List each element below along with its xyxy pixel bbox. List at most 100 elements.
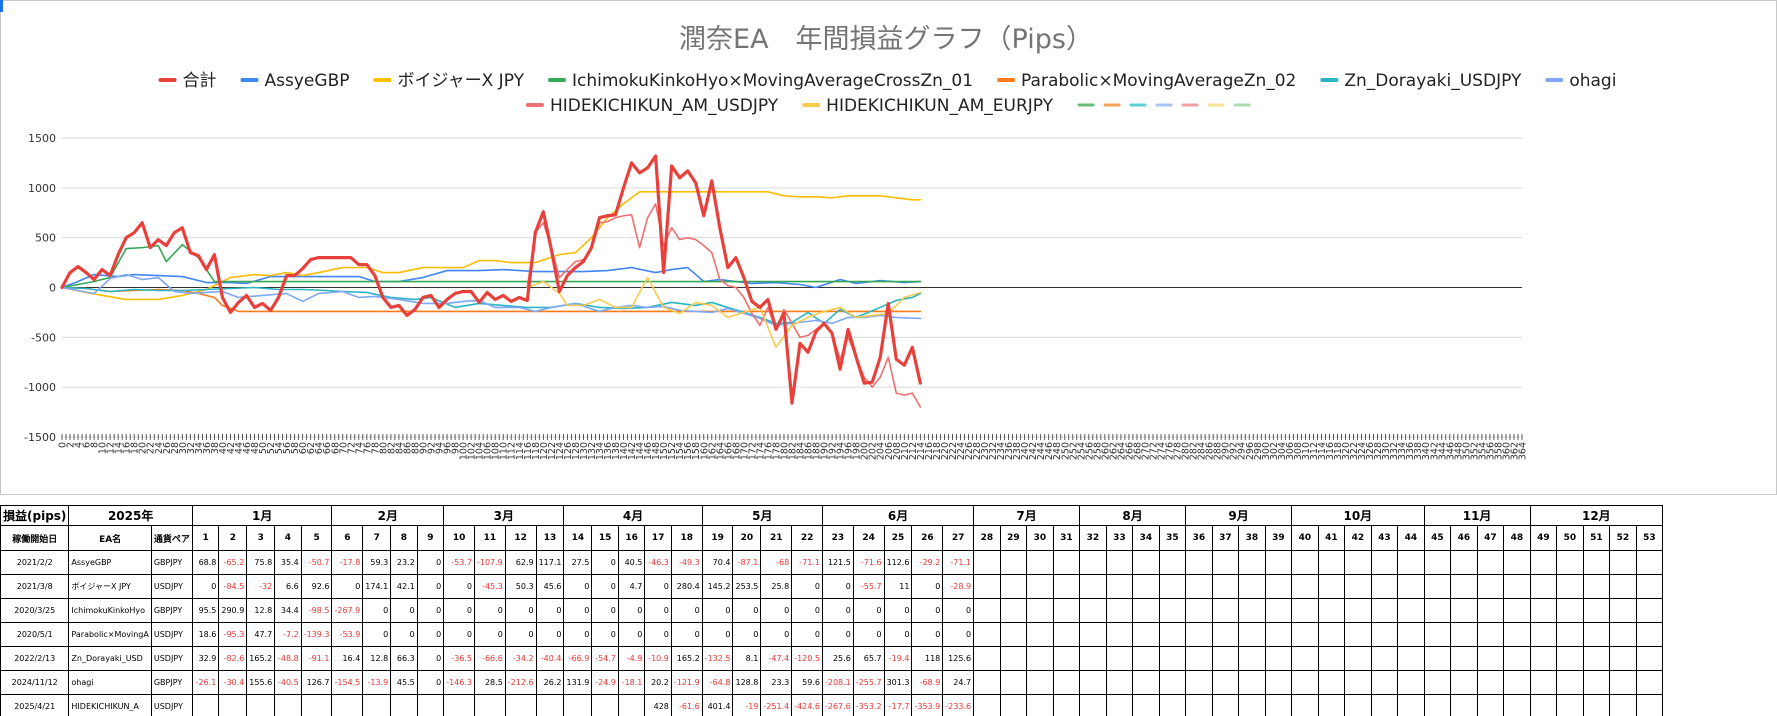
- row-week-value: [1423, 670, 1452, 695]
- x-tick-label: 168: [731, 442, 742, 460]
- x-tick-label: 292: [1229, 442, 1240, 460]
- week-header: 29: [999, 525, 1028, 551]
- row-week-value: [973, 550, 1001, 575]
- row-week-value: 165.2: [246, 646, 276, 671]
- x-tick-label: 224: [956, 442, 967, 460]
- row-week-value: [1370, 550, 1399, 575]
- row-week-value: [1264, 694, 1293, 716]
- row-week-value: -66.6: [473, 646, 506, 671]
- row-week-value: [1105, 574, 1134, 599]
- row-week-value: [1291, 694, 1319, 716]
- row-week-value: [1503, 574, 1531, 599]
- row-week-value: 0: [473, 622, 506, 647]
- row-week-value: [1185, 550, 1213, 575]
- row-week-value: [1105, 646, 1134, 671]
- x-tick-label: 76: [362, 442, 373, 454]
- month-header: 8月: [1079, 505, 1187, 526]
- x-tick-label: 218: [932, 442, 943, 460]
- row-week-value: [999, 646, 1028, 671]
- row-week-value: [1476, 622, 1505, 647]
- x-tick-label: 36: [202, 442, 213, 454]
- row-week-value: [1185, 622, 1213, 647]
- month-header: 11月: [1423, 505, 1531, 526]
- row-week-value: 0: [911, 598, 944, 623]
- row-week-value: [1503, 670, 1531, 695]
- row-week-value: [1211, 598, 1240, 623]
- x-tick-label: 296: [1245, 442, 1256, 460]
- x-tick-label: 140: [619, 442, 630, 460]
- row-week-value: -91.1: [300, 646, 333, 671]
- row-week-value: -46.3: [644, 550, 672, 575]
- month-header: 1月: [191, 505, 333, 526]
- row-week-value: [1529, 646, 1558, 671]
- x-tick-label: 302: [1269, 442, 1280, 460]
- month-header: 7月: [973, 505, 1081, 526]
- x-tick-label: 94: [435, 442, 446, 454]
- row-week-value: -120.5: [791, 646, 823, 671]
- row-week-value: -47.4: [760, 646, 793, 671]
- x-tick-label: 90: [418, 442, 429, 454]
- row-week-value: 20.2: [644, 670, 672, 695]
- row-week-value: 35.4: [274, 550, 302, 575]
- row-week-value: [1529, 694, 1558, 716]
- row-week-value: 145.2: [701, 574, 734, 599]
- x-tick-label: 170: [739, 442, 750, 460]
- row-week-value: [1238, 574, 1266, 599]
- row-week-value: [999, 622, 1028, 647]
- col-header-pair: 通貨ペア: [150, 525, 193, 551]
- x-tick-label: 358: [1493, 442, 1504, 460]
- row-week-value: [1264, 670, 1293, 695]
- row-week-value: 0: [591, 622, 619, 647]
- row-week-value: [1185, 574, 1213, 599]
- week-header: 41: [1317, 525, 1346, 551]
- x-tick-label: 72: [346, 442, 357, 454]
- x-tick-label: 264: [1116, 442, 1127, 460]
- row-week-value: 23.3: [760, 670, 793, 695]
- x-tick-label: 238: [1012, 442, 1023, 460]
- row-week-value: [973, 622, 1001, 647]
- x-tick-label: 348: [1453, 442, 1464, 460]
- x-tick-label: 364: [1518, 442, 1529, 460]
- x-tick-label: 108: [491, 442, 502, 460]
- row-week-value: 126.7: [300, 670, 333, 695]
- week-header: 6: [331, 525, 364, 551]
- week-header: 4: [274, 525, 302, 551]
- row-week-value: 0: [362, 598, 392, 623]
- row-week-value: [1344, 550, 1372, 575]
- row-week-value: 0: [883, 598, 913, 623]
- x-tick-label: 322: [1349, 442, 1360, 460]
- x-tick-label: 102: [467, 442, 478, 460]
- x-tick-label: 250: [1060, 442, 1071, 460]
- week-header: 26: [911, 525, 944, 551]
- row-week-value: 6.6: [274, 574, 302, 599]
- row-week-value: [191, 694, 220, 716]
- row-week-value: 0: [362, 622, 392, 647]
- x-tick-label: 244: [1036, 442, 1047, 460]
- row-week-value: -424.6: [791, 694, 823, 716]
- row-week-value: [1238, 622, 1266, 647]
- x-tick-label: 284: [1197, 442, 1208, 460]
- row-week-value: [1158, 598, 1187, 623]
- x-tick-label: 88: [410, 442, 421, 454]
- row-week-value: 0: [504, 622, 537, 647]
- x-tick-label: 56: [282, 442, 293, 454]
- row-week-value: [1052, 670, 1081, 695]
- row-week-value: 0: [390, 622, 418, 647]
- x-tick-label: 84: [394, 442, 405, 454]
- x-tick-label: 100: [459, 442, 470, 460]
- row-week-value: [1582, 622, 1611, 647]
- row-week-value: [1370, 694, 1399, 716]
- x-tick-label: 104: [475, 442, 486, 460]
- x-tick-label: 310: [1301, 442, 1312, 460]
- x-tick-label: 330: [1381, 442, 1392, 460]
- row-week-value: [1476, 598, 1505, 623]
- week-header: 8: [390, 525, 418, 551]
- row-week-value: 8.1: [732, 646, 762, 671]
- x-tick-label: 178: [771, 442, 782, 460]
- week-header: 31: [1052, 525, 1081, 551]
- week-header: 18: [670, 525, 703, 551]
- legend-label: HIDEKICHIKUN_AM_USDJPY: [550, 96, 779, 116]
- x-tick-label: 50: [258, 442, 269, 454]
- row-week-value: 0: [942, 598, 975, 623]
- row-week-value: -65.2: [218, 550, 248, 575]
